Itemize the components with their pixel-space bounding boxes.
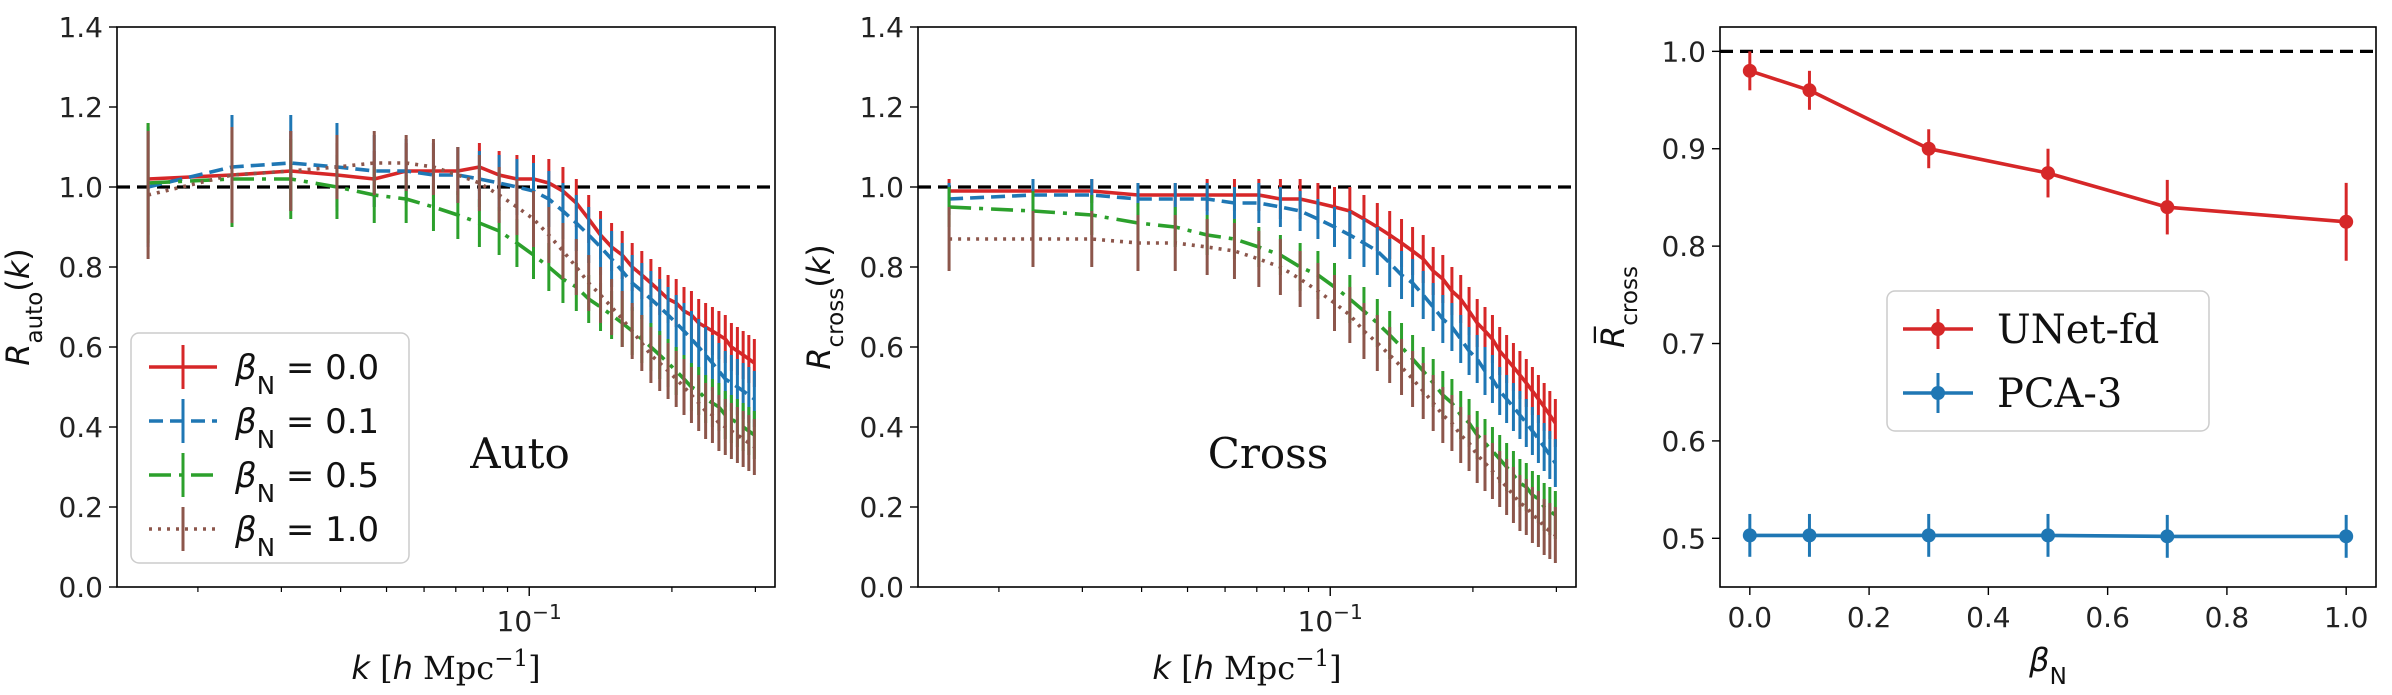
cross-ytick-label-0-4: 0.4 [859, 411, 904, 444]
cross-ytick-label-0-8: 0.8 [859, 251, 904, 284]
auto-x-axis-label: k [h Mpc−1] [351, 646, 540, 687]
mean-y-axis-label: R̅cross [1593, 266, 1643, 348]
mean-point [1742, 63, 1757, 78]
legend-label: βN = 1.0 [234, 510, 379, 562]
legend-entry-n-0-5: βN = 0.5 [149, 453, 379, 508]
mean-ytick-label-0-6: 0.6 [1661, 425, 1706, 458]
mean-legend-label: UNet-fd [1997, 307, 2159, 353]
auto-series-line-n-0-1 [147, 161, 756, 401]
auto-ytick-label-0-8: 0.8 [58, 251, 103, 284]
mean-xtick-label-0-8: 0.8 [2205, 601, 2250, 634]
mean-point [2339, 214, 2354, 229]
mean-legend-marker [1931, 386, 1945, 400]
mean-xtick-label-0-4: 0.4 [1966, 601, 2011, 634]
auto-series-line-n-1-0 [147, 161, 756, 449]
cross-annotation: Cross [1208, 429, 1329, 478]
mean-legend-box [1886, 290, 2210, 432]
mean-panel: 0.5 0.6 0.7 0.8 0.9 1.0 0.0 0.2 0.4 0.6 0.8 1.0 βN R̅… [1593, 26, 2377, 690]
cross-series-n-0-0 [947, 179, 1557, 447]
legend-entry-n-1-0: βN = 1.0 [149, 507, 379, 562]
cross-ytick-label-1-2: 1.2 [859, 91, 904, 124]
cross-ytick-label-0-2: 0.2 [859, 491, 904, 524]
legend-entry-n-0-1: βN = 0.1 [149, 399, 379, 454]
mean-point [2339, 529, 2354, 544]
cross-panel: 0.0 0.2 0.4 0.6 0.8 1.0 1.2 1.4 10−1 k [h Mpc−1] R… [800, 11, 1577, 687]
cross-ytick-label-1-0: 1.0 [859, 171, 904, 204]
mean-series-line-pca-3 [1749, 533, 2347, 539]
mean-point [2041, 528, 2055, 543]
mean-point [1921, 141, 1936, 156]
cross-x-axis-label: k [h Mpc−1] [1152, 646, 1341, 687]
mean-plot-frame [1719, 26, 2377, 588]
auto-annotation: Auto [469, 429, 570, 478]
auto-ytick-label-0-0: 0.0 [58, 571, 103, 604]
cross-series-line-n-1-0 [949, 237, 1557, 537]
cross-series-line-n-0-1 [949, 193, 1557, 465]
mean-ytick-label-0-8: 0.8 [1661, 230, 1706, 263]
cross-plot-frame [917, 26, 1577, 588]
cross-series-n-1-0 [947, 207, 1557, 563]
cross-ytick-label-0-6: 0.6 [859, 331, 904, 364]
legend-label: βN = 0.1 [234, 402, 379, 454]
legend-entry-n-0-0: βN = 0.0 [149, 345, 379, 400]
mean-series-unet-fd [1742, 51, 2354, 261]
cross-series-n-0-1 [947, 179, 1557, 487]
mean-point [1742, 528, 1757, 543]
auto-plot-frame [116, 26, 776, 588]
mean-xtick-label-1-0: 1.0 [2324, 601, 2369, 634]
mean-ytick-label-0-9: 0.9 [1661, 133, 1706, 166]
cross-y-axis-label: Rcross(k) [800, 244, 849, 369]
auto-ytick-label-1-2: 1.2 [58, 91, 103, 124]
auto-panel: 0.0 0.2 0.4 0.6 0.8 1.0 1.2 1.4 10−1 k [h Mpc−1] R… [0, 11, 776, 687]
mean-legend-entry-unet-fd: UNet-fd [1903, 307, 2159, 353]
mean-point [2160, 529, 2175, 544]
mean-point [1802, 83, 1817, 98]
auto-ytick-label-1-0: 1.0 [58, 171, 103, 204]
auto-xtick-label: 10−1 [497, 600, 562, 638]
cross-series-line-n-0-0 [949, 189, 1557, 425]
mean-legend-marker [1931, 322, 1945, 336]
mean-point [2160, 200, 2175, 215]
mean-ytick-label-0-5: 0.5 [1661, 522, 1706, 555]
mean-ytick-label-1-0: 1.0 [1661, 35, 1706, 68]
legend-label: βN = 0.5 [234, 456, 379, 508]
cross-ytick-label-1-4: 1.4 [859, 11, 904, 44]
mean-series-line-unet-fd [1749, 69, 2347, 224]
legend-box [130, 332, 410, 564]
mean-xtick-label-0-2: 0.2 [1847, 601, 1892, 634]
legend-label: βN = 0.0 [234, 348, 379, 400]
auto-y-axis-label: Rauto(k) [0, 248, 48, 366]
mean-legend-label: PCA-3 [1997, 371, 2122, 417]
auto-series-n-1-0 [146, 127, 756, 475]
cross-xtick-label: 10−1 [1298, 600, 1363, 638]
auto-ytick-label-0-2: 0.2 [58, 491, 103, 524]
mean-xtick-label-0-0: 0.0 [1728, 601, 1773, 634]
auto-ytick-label-0-6: 0.6 [58, 331, 103, 364]
mean-point [1921, 528, 1936, 543]
mean-point [2041, 166, 2055, 181]
mean-legend-entry-pca-3: PCA-3 [1903, 371, 2122, 417]
mean-ytick-label-0-7: 0.7 [1661, 328, 1706, 361]
mean-x-axis-label: βN [2028, 641, 2067, 690]
mean-point [1802, 528, 1817, 543]
cross-ytick-label-0-0: 0.0 [859, 571, 904, 604]
auto-ytick-label-0-4: 0.4 [58, 411, 103, 444]
auto-ytick-label-1-4: 1.4 [58, 11, 103, 44]
mean-xtick-label-0-6: 0.6 [2085, 601, 2130, 634]
mean-series-pca-3 [1742, 513, 2354, 558]
